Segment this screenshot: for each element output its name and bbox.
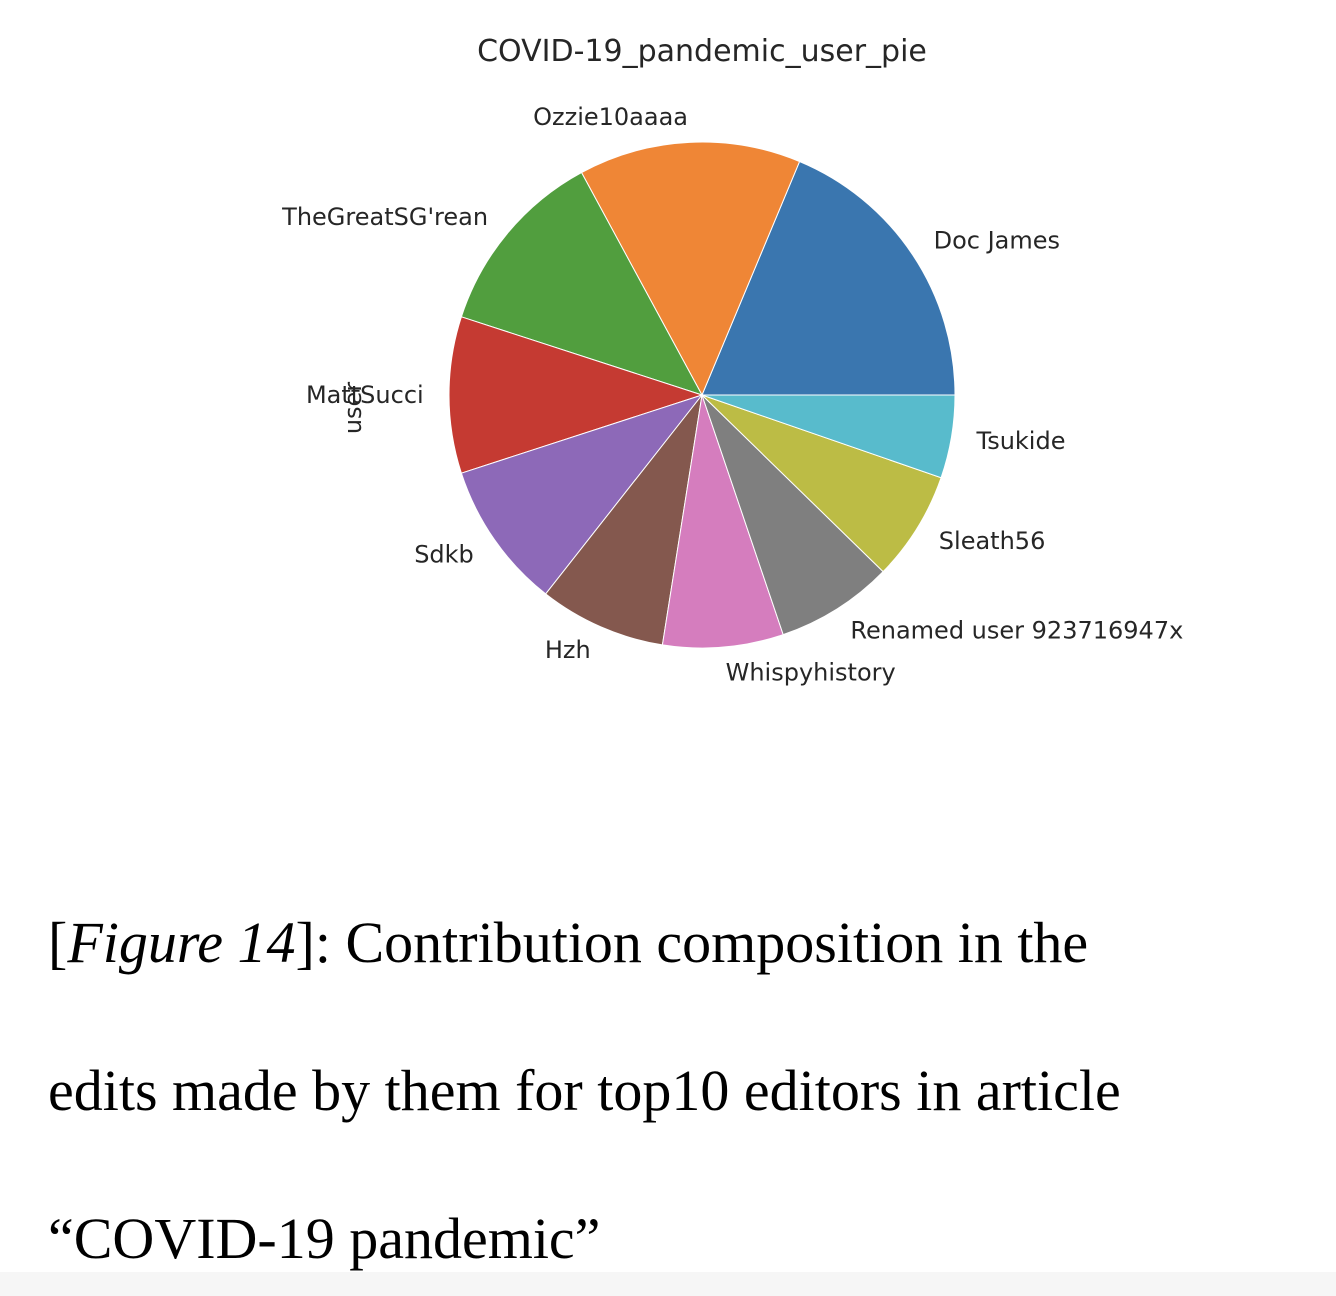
caption-line-2: edits made by them for top10 editors in … [48,1058,1121,1123]
caption-text-1: ]: Contribution composition in the [295,910,1089,975]
chart-title: COVID-19_pandemic_user_pie [477,34,927,69]
pie-slice-thegreatsg-rean [460,171,704,396]
figure-caption: [Figure 14]: Contribution composition in… [48,905,1298,1277]
caption-bracket-open: [ [48,910,68,975]
slice-label-mattsucci: MattSucci [306,381,424,409]
figure-label: Figure 14 [67,910,296,975]
pie-slice-labels: Doc James Ozzie10aaaa TheGreatSG'rean MattS… [281,103,1183,686]
pie-slice-hzh [544,393,703,646]
slice-label-sdkb: Sdkb [414,540,474,568]
pie-slice-mattsucci [448,316,704,474]
slice-label-sleath56: Sleath56 [939,527,1046,555]
slice-label-doc-james: Doc James [934,227,1060,255]
slice-label-ozzie10aaaa: Ozzie10aaaa [533,103,688,131]
page-bottom-strip [0,1272,1336,1296]
pie-slice-doc-james [701,160,956,396]
slice-label-tsukide: Tsukide [976,427,1066,455]
caption-line-3: “COVID-19 pandemic” [48,1206,601,1271]
slice-label-thegreatsg-rean: TheGreatSG'rean [281,203,488,231]
slice-label-renamed-user-923716947x: Renamed user 923716947x [850,616,1183,644]
slice-label-whispyhistory: Whispyhistory [726,658,896,686]
pie-slice-whispyhistory [661,394,784,649]
pie-slice-sleath56 [701,394,942,573]
slice-label-hzh: Hzh [545,636,591,664]
pie-slice-ozzie10aaaa [580,141,801,397]
pie-slice-sdkb [460,394,704,595]
pie-slice-renamed-user-923716947x [701,394,884,636]
pie-slices [448,141,956,649]
caption-line-1: [Figure 14]: Contribution composition in… [48,905,1298,981]
pie-chart: COVID-19_pandemic_user_pie Doc James Ozzi… [281,34,1183,686]
y-axis-label: user [339,382,367,434]
pie-slice-tsukide [701,394,956,479]
